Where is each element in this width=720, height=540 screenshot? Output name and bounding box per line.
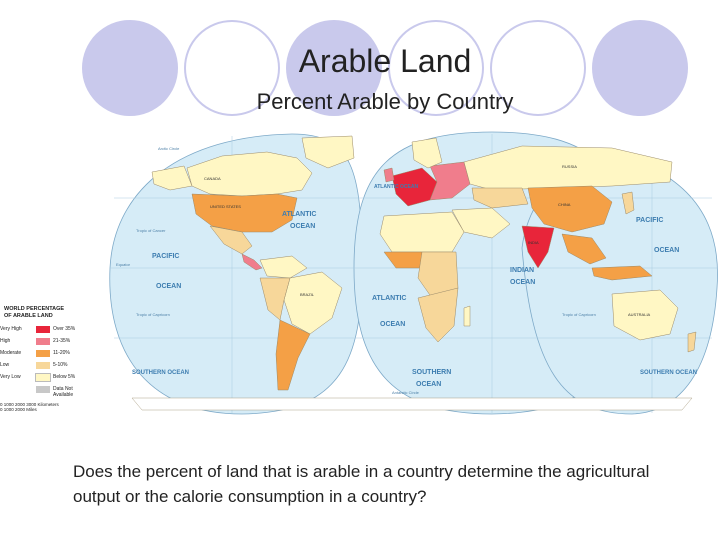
legend-item: Moderate 11-20%	[0, 350, 90, 358]
legend-swatch	[36, 326, 50, 333]
ocean-label: ATLANTIC	[282, 211, 316, 218]
country-madagascar	[463, 305, 471, 327]
country-north-africa	[379, 211, 465, 253]
country-brazil	[283, 271, 343, 335]
ocean-label: SOUTHERN OCEAN	[640, 370, 697, 376]
country-label: INDIA	[528, 240, 539, 245]
legend-item: High 21-35%	[0, 338, 90, 346]
ocean-label: PACIFIC	[636, 217, 663, 224]
country-uk	[383, 167, 395, 183]
country-label: BRAZIL	[300, 292, 315, 297]
country-kazakhstan	[471, 187, 529, 209]
country-japan	[621, 191, 635, 215]
country-india	[521, 225, 555, 269]
country-argentina	[275, 319, 311, 391]
country-china	[527, 185, 613, 233]
ocean-label: PACIFIC	[152, 253, 179, 260]
legend-swatch	[36, 362, 50, 369]
region-antarctica	[131, 397, 693, 411]
country-greenland	[301, 135, 355, 169]
decorative-circle	[82, 20, 178, 116]
country-label: UNITED STATES	[210, 204, 241, 209]
country-canada	[186, 151, 313, 197]
map-scale: 0 1000 2000 3000 Kilometers 0 1000 2000 …	[0, 402, 90, 412]
latitude-label: Tropic of Cancer	[136, 228, 166, 233]
ocean-label: OCEAN	[290, 223, 315, 230]
legend-item-label: Moderate	[0, 350, 22, 356]
country-label: AUSTRALIA	[628, 312, 651, 317]
decorative-ring	[490, 20, 586, 116]
latitude-label: Tropic of Capricorn	[562, 312, 596, 317]
legend-title-line: OF ARABLE LAND	[4, 312, 53, 319]
map-legend: WORLD PERCENTAGE OF ARABLE LAND Very Hig…	[0, 306, 92, 412]
decorative-circle	[592, 20, 688, 116]
legend-item: Data Not Available	[0, 386, 90, 398]
country-alaska	[151, 165, 193, 191]
latitude-label: Antarctic Circle	[392, 390, 420, 395]
legend-swatch	[36, 350, 50, 357]
country-russia	[463, 145, 673, 191]
latitude-label: Arctic Circle	[158, 146, 180, 151]
legend-item-label: Low	[0, 362, 10, 368]
legend-item: Low 5-10%	[0, 362, 90, 370]
legend-item-range: 5-10%	[53, 362, 68, 368]
discussion-question: Does the percent of land that is arable …	[73, 462, 650, 506]
ocean-label: OCEAN	[380, 321, 405, 328]
country-southern-africa	[417, 287, 459, 343]
legend-item-label: High	[0, 338, 11, 344]
country-label: RUSSIA	[562, 164, 577, 169]
slide-title: Arable Land	[298, 43, 472, 79]
country-indonesia	[591, 265, 653, 281]
country-label: CANADA	[204, 176, 221, 181]
ocean-label: SOUTHERN OCEAN	[132, 370, 189, 376]
legend-title: WORLD PERCENTAGE OF ARABLE LAND	[4, 306, 84, 319]
legend-swatch	[35, 373, 51, 382]
ocean-label: SOUTHERN	[412, 369, 451, 376]
country-colombia-venezuela	[259, 255, 308, 279]
legend-item: Very Low Below 5%	[0, 373, 90, 382]
legend-title-line: WORLD PERCENTAGE	[4, 306, 65, 312]
decorative-ring	[184, 20, 280, 116]
country-label: CHINA	[558, 202, 571, 207]
legend-item-range: 11-20%	[53, 350, 70, 356]
country-australia	[611, 289, 679, 341]
country-southeast-asia	[561, 233, 607, 265]
decorative-circle	[286, 20, 382, 116]
legend-item-label: Very Low	[0, 374, 21, 380]
legend-item-range: Over 35%	[53, 326, 76, 332]
legend-item-range: 21-35%	[53, 338, 71, 344]
legend-swatch	[36, 338, 50, 345]
country-new-zealand	[687, 331, 697, 353]
legend-item: Very High Over 35%	[0, 326, 90, 334]
world-arable-land-map: ATLANTIC OCEAN ATLANTIC OCEAN ATLANTIC O…	[109, 131, 718, 415]
ocean-label: ATLANTIC OCEAN	[374, 184, 418, 190]
country-scandinavia	[411, 137, 443, 169]
ocean-label: OCEAN	[156, 283, 181, 290]
legend-item-range: Below 5%	[53, 374, 76, 380]
scale-kilometers: 0 1000 2000 3000 Kilometers	[0, 402, 59, 407]
legend-swatch	[36, 386, 50, 393]
slide-subtitle: Percent Arable by Country	[256, 89, 514, 114]
ocean-label: OCEAN	[510, 279, 535, 286]
country-central-america	[241, 253, 263, 271]
country-peru-bolivia	[259, 277, 291, 321]
scale-miles: 0 1000 2000 Miles	[0, 407, 37, 412]
legend-item-label: Very High	[0, 326, 22, 332]
ocean-label: OCEAN	[416, 381, 441, 388]
ocean-label: ATLANTIC	[372, 295, 406, 302]
country-usa	[191, 193, 298, 233]
ocean-label: INDIAN	[510, 267, 534, 274]
latitude-label: Tropic of Capricorn	[136, 312, 170, 317]
ocean-label: OCEAN	[654, 247, 679, 254]
country-mexico	[209, 225, 253, 255]
latitude-label: Equator	[116, 262, 131, 267]
legend-item-range: Data Not Available	[53, 386, 74, 398]
decorative-ring	[388, 20, 484, 116]
